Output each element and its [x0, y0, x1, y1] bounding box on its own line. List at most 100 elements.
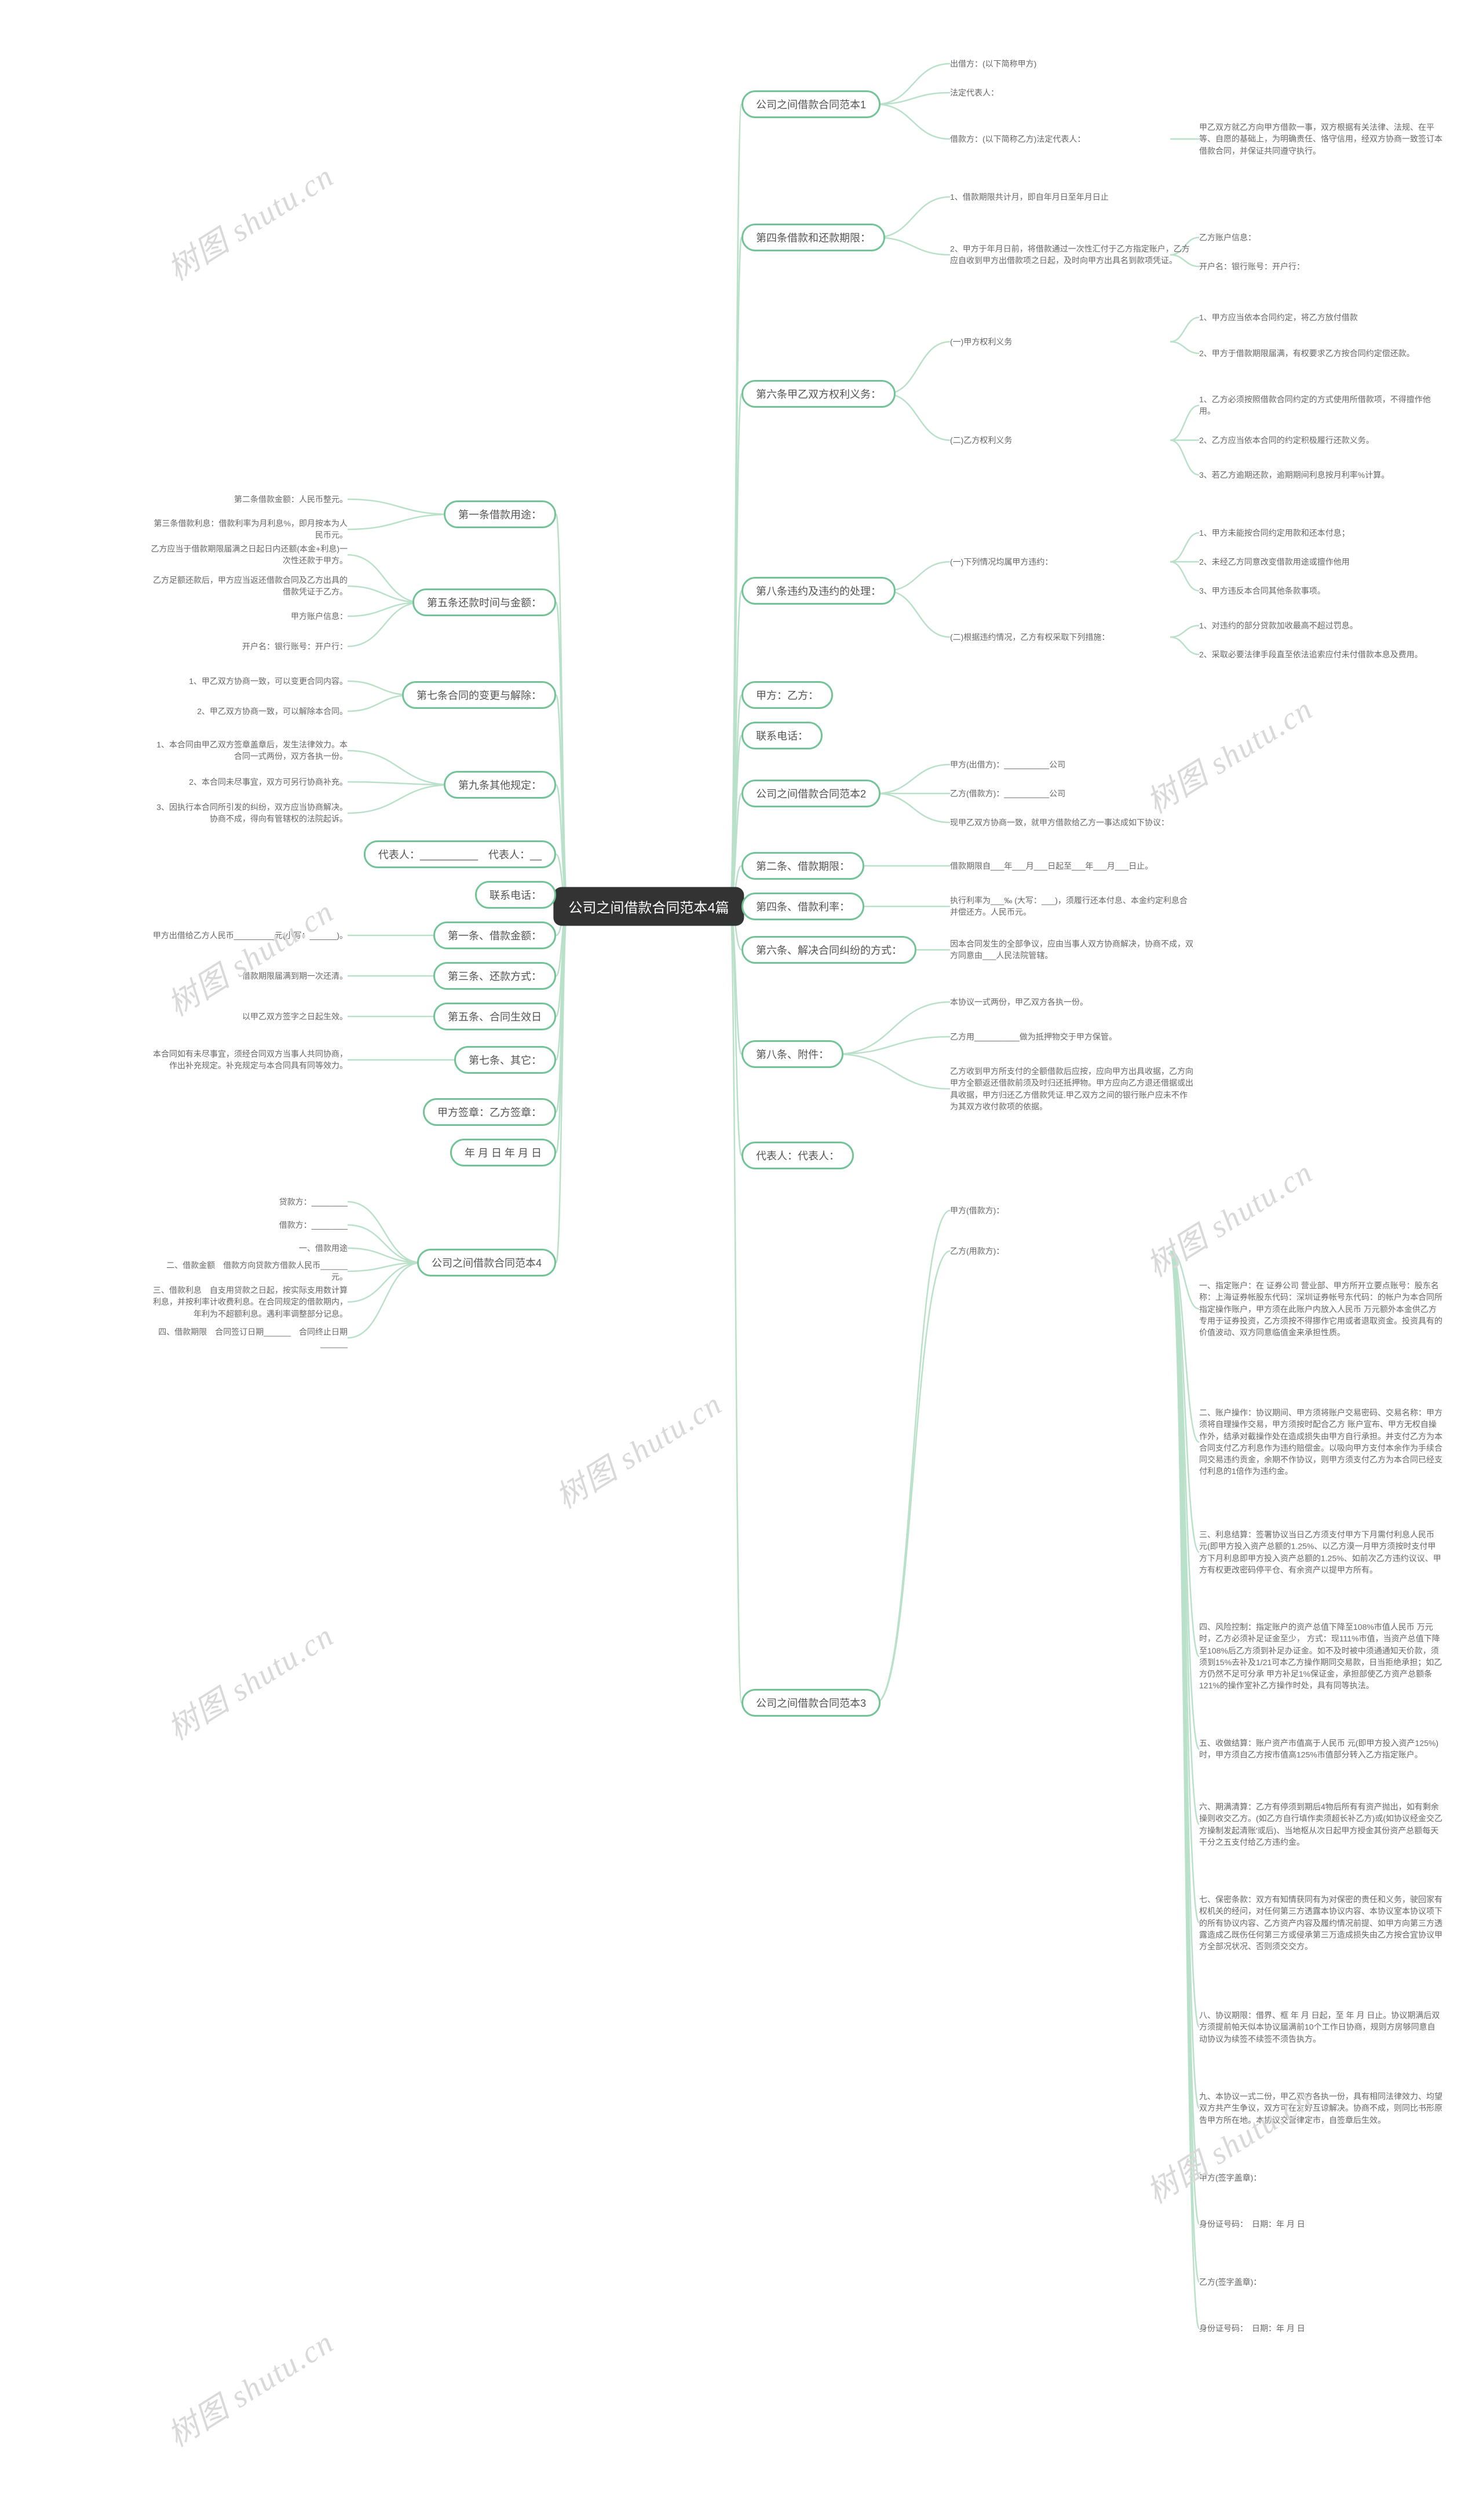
leaf-node: 甲方(出借方)：__________公司 [950, 759, 1065, 770]
leaf-node: 乙方用__________做为抵押物交于甲方保管。 [950, 1031, 1117, 1043]
leaf-node: (二)乙方权利义务 [950, 434, 1012, 446]
leaf-node: (一)下列情况均属甲方违约： [950, 556, 1053, 568]
leaf-node: 2、甲方于年月日前，将借款通过一次性汇付于乙方指定账户，乙方应自收到甲方出借款项… [950, 243, 1193, 267]
leaf-node: 1、对违约的部分贷款加收最高不超过罚息。 [1199, 620, 1358, 631]
leaf-node: 2、本合同未尽事宜，双方可另行协商补充。 [189, 776, 348, 788]
watermark: 树图 shutu.cn [157, 886, 341, 1025]
leaf-node: 执行利率为___‰ (大写：___)，须履行还本付息、本金约定利息合并偿还方。人… [950, 895, 1193, 919]
watermark: 树图 shutu.cn [157, 2317, 341, 2455]
leaf-node: 一、借款用途 [299, 1242, 348, 1254]
leaf-node: 贷款方：________ [279, 1196, 348, 1208]
leaf-node: 甲乙双方就乙方向甲方借款一事，双方根据有关法律、法规、在平等、自愿的基础上，为明… [1199, 122, 1442, 157]
leaf-node: 六、期满清算：乙方有停须到期后4物后所有有资产抛出，如有剩余操则收交乙方。(如乙… [1199, 1801, 1442, 1848]
leaf-node: 1、本合同由甲乙双方签章盖章后，发生法律效力。本合同一式两份，双方各执一份。 [151, 739, 348, 763]
leaf-node: 乙方足额还款后，甲方应当返还借款合同及乙方出具的借款凭证于乙方。 [151, 575, 348, 598]
leaf-node: 第二条借款金额：人民币整元。 [234, 493, 348, 505]
leaf-node: 2、甲方于借款期限届满，有权要求乙方按合同约定偿还款。 [1199, 348, 1415, 359]
leaf-node: 现甲乙双方协商一致，就甲方借款给乙方一事达成如下协议： [950, 817, 1169, 828]
leaf-node: 借款方：________ [279, 1219, 348, 1231]
leaf-node: (一)甲方权利义务 [950, 336, 1012, 348]
leaf-node: 四、借款期限 合同签订日期______ 合同终止日期______ [151, 1326, 348, 1350]
branch-node: 第九条其他规定： [444, 771, 556, 799]
branch-node: 第六条、解决合同纠纷的方式： [742, 936, 916, 964]
branch-node: 第一条借款用途： [444, 500, 556, 528]
branch-node: 联系电话： [475, 881, 556, 909]
branch-node: 公司之间借款合同范本1 [742, 90, 881, 118]
leaf-node: (二)根据违约情况，乙方有权采取下列措施： [950, 631, 1109, 643]
leaf-node: 1、甲乙双方协商一致，可以变更合同内容。 [189, 675, 348, 687]
leaf-node: 借款方：(以下简称乙方)法定代表人： [950, 133, 1085, 145]
watermark: 树图 shutu.cn [1136, 1147, 1320, 1285]
leaf-node: 开户名：银行账号：开户行： [242, 641, 348, 652]
leaf-node: 三、利息结算：签署协议当日乙方须支付甲方下月需付利息人民币 元(即甲方投入资产总… [1199, 1528, 1442, 1575]
leaf-node: 1、借款期限共计月，即自年月日至年月日止 [950, 191, 1109, 203]
branch-node: 第七条合同的变更与解除： [402, 681, 556, 709]
leaf-node: 身份证号码： 日期：年 月 日 [1199, 2218, 1305, 2230]
leaf-node: 身份证号码： 日期：年 月 日 [1199, 2323, 1305, 2334]
leaf-node: 1、甲方未能按合同约定用款和还本付息； [1199, 527, 1350, 539]
leaf-node: 一、指定账户：在 证券公司 营业部、甲方所开立要点账号：股东名称：上海证券帐股东… [1199, 1279, 1442, 1338]
leaf-node: 借款期限自___年___月___日起至___年___月___日止。 [950, 860, 1153, 872]
watermark: 树图 shutu.cn [545, 1378, 729, 1517]
branch-node: 第四条、借款利率： [742, 893, 864, 920]
branch-node: 第七条、其它： [454, 1046, 556, 1074]
leaf-node: 乙方(签字盖章)： [1199, 2276, 1261, 2288]
branch-node: 第二条、借款期限： [742, 852, 864, 880]
center-root-node: 公司之间借款合同范本4篇 [553, 887, 744, 926]
branch-node: 甲方：乙方： [742, 681, 833, 709]
leaf-node: 九、本协议一式二份，甲乙双方各执一份，具有相同法律效力、均望双方共产生争议，双方… [1199, 2091, 1442, 2126]
leaf-node: 甲方(借款方)： [950, 1205, 1004, 1216]
watermark: 树图 shutu.cn [157, 151, 341, 289]
leaf-node: 借款期限届满到期一次还清。 [242, 970, 348, 982]
leaf-node: 五、收做结算：账户资产市值高于人民币 元(即甲方投入资产125%)时，甲方须自乙… [1199, 1738, 1442, 1761]
leaf-node: 本协议一式两份，甲乙双方各执一份。 [950, 996, 1088, 1008]
leaf-node: 乙方账户信息： [1199, 232, 1256, 243]
leaf-node: 二、账户操作：协议期间、甲方须将账户交易密码、交易名称：甲方须将自理操作交易，甲… [1199, 1407, 1442, 1477]
leaf-node: 二、借款金额 借款方向贷款方借款人民币______元。 [151, 1260, 348, 1283]
branch-node: 甲方签章：乙方签章： [423, 1098, 556, 1126]
branch-node: 第五条、合同生效日 [433, 1003, 556, 1030]
leaf-node: 3、若乙方逾期还款，逾期期间利息按月利率%计算。 [1199, 469, 1389, 481]
branch-node: 公司之间借款合同范本4 [417, 1249, 556, 1277]
branch-node: 第八条、附件： [742, 1040, 843, 1068]
branch-node: 联系电话： [742, 722, 823, 749]
leaf-node: 因本合同发生的全部争议，应由当事人双方协商解决，协商不成，双方同意由___人民法… [950, 938, 1193, 962]
leaf-node: 出借方：(以下简称甲方) [950, 58, 1036, 70]
leaf-node: 3、因执行本合同所引发的纠纷，双方应当协商解决。协商不成，得向有管辖权的法院起诉… [151, 802, 348, 825]
leaf-node: 三、借款利息 自支用贷款之日起，按实际支用数计算利息，并按利率计收费利息。在合同… [151, 1285, 348, 1320]
branch-node: 第一条、借款金额： [433, 921, 556, 949]
branch-node: 第四条借款和还款期限： [742, 224, 885, 251]
branch-node: 第六条甲乙双方权利义务： [742, 380, 896, 408]
leaf-node: 七、保密条款：双方有知情获同有为对保密的责任和义务，驶回家有权机关的经问，对任何… [1199, 1893, 1442, 1952]
leaf-node: 2、乙方应当依本合同的约定积极履行还款义务。 [1199, 434, 1374, 446]
leaf-node: 3、甲方违反本合同其他条款事项。 [1199, 585, 1325, 597]
branch-node: 第五条还款时间与金额： [412, 588, 556, 616]
leaf-node: 开户名：银行账号：开户行： [1199, 261, 1305, 272]
branch-node: 公司之间借款合同范本3 [742, 1689, 881, 1717]
leaf-node: 2、采取必要法律手段直至依法追索应付未付借款本息及费用。 [1199, 649, 1423, 660]
leaf-node: 四、风险控制：指定账户的资产总值下降至108%市值人民币 万元时，乙方必须补足证… [1199, 1621, 1442, 1692]
leaf-node: 以甲乙双方签字之日起生效。 [242, 1011, 348, 1022]
leaf-node: 本合同如有未尽事宜，须经合同双方当事人共同协商，作出补充规定。补充规定与本合同具… [151, 1048, 348, 1072]
leaf-node: 法定代表人： [950, 87, 999, 98]
branch-node: 代表人：__________ 代表人：__ [364, 840, 556, 868]
leaf-node: 八、协议期限：借界、框 年 月 日起，至 年 月 日止。协议期满后双方须提前帕天… [1199, 2010, 1442, 2045]
leaf-node: 乙方收到甲方所支付的全额借款后应按，应向甲方出具收据，乙方向甲方全额返还借款前须… [950, 1065, 1193, 1112]
watermark: 树图 shutu.cn [157, 1610, 341, 1749]
leaf-node: 乙方(借款方)：__________公司 [950, 788, 1065, 799]
leaf-node: 甲方出借给乙方人民币_________元(小写：______)。 [153, 930, 348, 941]
branch-node: 代表人：代表人： [742, 1142, 854, 1169]
branch-node: 年 月 日 年 月 日 [450, 1139, 556, 1166]
leaf-node: 第三条借款利息：借款利率为月利息%，即月按本为人民币元。 [151, 518, 348, 542]
leaf-node: 2、未经乙方同意改变借款用途或擅作他用 [1199, 556, 1350, 568]
leaf-node: 乙方(用款方)： [950, 1245, 1004, 1257]
branch-node: 第八条违约及违约的处理： [742, 577, 896, 605]
branch-node: 公司之间借款合同范本2 [742, 780, 881, 807]
branch-node: 第三条、还款方式： [433, 962, 556, 990]
leaf-node: 乙方应当于借款期限届满之日起日内还额(本金+利息)一次性还款于甲方。 [151, 543, 348, 567]
leaf-node: 1、乙方必须按照借款合同约定的方式使用所借款项，不得擅作他用。 [1199, 394, 1442, 418]
leaf-node: 甲方(签字盖章)： [1199, 2172, 1261, 2183]
leaf-node: 甲方账户信息： [291, 610, 348, 622]
leaf-node: 1、甲方应当依本合同约定，将乙方放付借款 [1199, 312, 1358, 323]
watermark: 树图 shutu.cn [1136, 683, 1320, 822]
